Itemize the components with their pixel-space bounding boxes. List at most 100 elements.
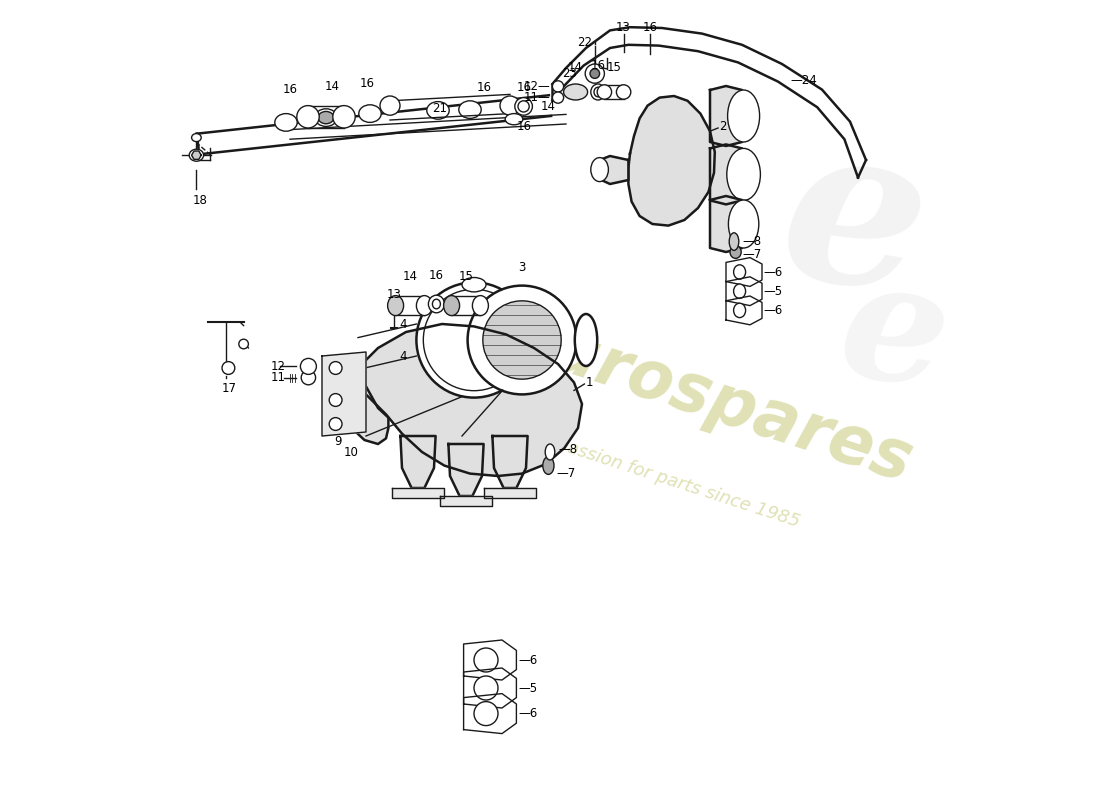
Ellipse shape (518, 101, 529, 112)
Ellipse shape (191, 134, 201, 142)
Ellipse shape (727, 149, 760, 200)
Ellipse shape (505, 114, 522, 125)
Text: 12: 12 (271, 360, 286, 373)
Text: e: e (828, 247, 960, 425)
Text: eurospares: eurospares (499, 303, 921, 497)
Ellipse shape (575, 314, 597, 366)
Polygon shape (322, 352, 366, 436)
Text: a passion for parts since 1985: a passion for parts since 1985 (538, 430, 802, 530)
Text: 10: 10 (344, 446, 359, 459)
Polygon shape (463, 694, 516, 734)
Polygon shape (628, 96, 715, 226)
Text: 16: 16 (283, 83, 297, 96)
Text: 4: 4 (399, 350, 407, 362)
Ellipse shape (297, 106, 319, 128)
Text: 16: 16 (642, 21, 658, 34)
Circle shape (239, 339, 249, 349)
Text: 3: 3 (518, 261, 526, 274)
Ellipse shape (734, 303, 746, 318)
Circle shape (417, 282, 531, 398)
Text: —6: —6 (518, 707, 537, 720)
Ellipse shape (472, 296, 488, 315)
Text: 23: 23 (562, 67, 578, 80)
Ellipse shape (591, 158, 608, 182)
Ellipse shape (443, 296, 460, 315)
Ellipse shape (594, 87, 602, 97)
Text: 14: 14 (324, 80, 340, 93)
Text: 18: 18 (192, 194, 208, 206)
Circle shape (468, 286, 576, 394)
Text: —6: —6 (763, 304, 783, 317)
Circle shape (329, 418, 342, 430)
Ellipse shape (616, 85, 630, 99)
Text: —6: —6 (763, 266, 783, 278)
Ellipse shape (427, 102, 449, 119)
Text: —8: —8 (558, 443, 578, 456)
Polygon shape (710, 86, 742, 146)
Ellipse shape (727, 90, 760, 142)
Polygon shape (400, 436, 436, 488)
Text: 4: 4 (399, 318, 407, 330)
Circle shape (552, 81, 563, 92)
Text: 1: 1 (586, 376, 594, 389)
Ellipse shape (318, 111, 333, 124)
Ellipse shape (333, 106, 355, 128)
Text: 21: 21 (432, 102, 447, 115)
Circle shape (301, 370, 316, 385)
Polygon shape (354, 324, 582, 476)
Text: —5: —5 (763, 285, 783, 298)
Circle shape (590, 69, 600, 78)
Text: 11—: 11— (524, 91, 550, 104)
Circle shape (552, 92, 563, 103)
Polygon shape (449, 444, 484, 496)
Ellipse shape (546, 444, 554, 460)
Ellipse shape (417, 296, 432, 315)
Ellipse shape (474, 648, 498, 672)
Ellipse shape (734, 284, 746, 298)
Text: 22: 22 (578, 36, 592, 49)
Ellipse shape (428, 295, 444, 313)
Ellipse shape (500, 96, 520, 115)
Text: 16: 16 (477, 82, 492, 94)
Text: 2: 2 (719, 120, 727, 133)
Text: —8: —8 (742, 235, 761, 248)
Ellipse shape (729, 233, 739, 250)
Ellipse shape (359, 105, 382, 122)
Text: 15: 15 (606, 61, 621, 74)
Text: 16: 16 (517, 82, 532, 94)
Ellipse shape (563, 84, 587, 100)
Polygon shape (463, 640, 516, 680)
Polygon shape (726, 296, 762, 325)
Ellipse shape (315, 109, 338, 126)
Polygon shape (484, 488, 536, 498)
Polygon shape (463, 668, 516, 708)
Ellipse shape (432, 299, 440, 309)
Ellipse shape (474, 676, 498, 700)
Text: 16: 16 (429, 269, 444, 282)
Text: 12—: 12— (524, 80, 550, 93)
Ellipse shape (462, 278, 486, 292)
Ellipse shape (387, 296, 404, 315)
Text: 16: 16 (591, 59, 605, 72)
Polygon shape (346, 372, 388, 444)
Text: 14: 14 (403, 270, 418, 283)
Circle shape (300, 358, 317, 374)
Polygon shape (710, 196, 742, 252)
Text: 17: 17 (222, 382, 236, 394)
Polygon shape (191, 151, 201, 159)
Ellipse shape (730, 246, 741, 258)
Text: 16: 16 (360, 78, 375, 90)
Circle shape (329, 362, 342, 374)
Text: 14: 14 (568, 61, 583, 74)
Text: 13: 13 (616, 21, 631, 34)
Polygon shape (726, 258, 762, 286)
Ellipse shape (189, 149, 204, 161)
Polygon shape (726, 277, 762, 306)
Text: —5: —5 (518, 682, 537, 694)
Text: —7: —7 (742, 248, 761, 261)
Circle shape (329, 394, 342, 406)
Text: e: e (766, 105, 943, 343)
Ellipse shape (275, 114, 297, 131)
Text: 14: 14 (541, 100, 556, 113)
Ellipse shape (542, 457, 554, 474)
